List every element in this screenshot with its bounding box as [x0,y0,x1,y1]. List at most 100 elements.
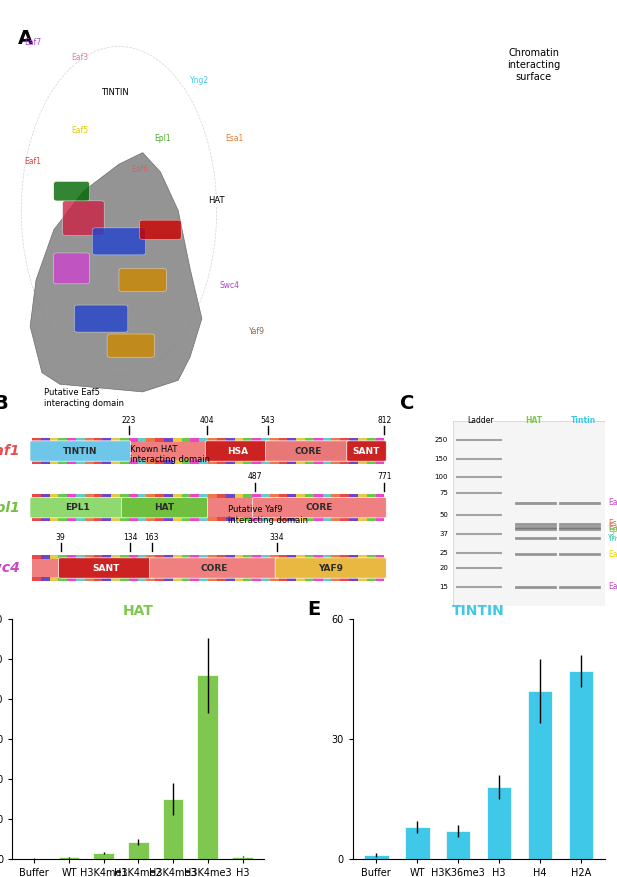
Bar [340,460,349,464]
Text: YAF9: YAF9 [318,564,343,573]
Bar [217,460,226,464]
Bar [323,577,331,581]
Text: 404: 404 [200,416,215,424]
Bar [376,555,384,559]
Text: Eaf5: Eaf5 [72,126,89,135]
Bar [59,438,67,442]
Bar [243,555,252,559]
Text: HAT: HAT [525,416,542,424]
Bar [226,495,234,498]
Text: 250: 250 [435,437,448,443]
Bar [288,577,296,581]
Bar [358,460,366,464]
Text: Eaf7: Eaf7 [608,498,617,507]
Bar [226,577,234,581]
Text: 20: 20 [439,565,448,571]
Bar [252,555,261,559]
Bar [85,577,94,581]
Bar [129,517,138,521]
Bar [323,438,331,442]
Bar [59,577,67,581]
Bar [94,577,102,581]
Bar [120,438,129,442]
FancyBboxPatch shape [59,558,154,578]
Bar [164,495,173,498]
Bar [358,577,366,581]
Bar [323,495,331,498]
Bar [199,517,208,521]
FancyBboxPatch shape [205,441,270,461]
Bar [164,438,173,442]
Bar [191,517,199,521]
Bar [340,577,349,581]
Bar [199,577,208,581]
Bar [67,460,76,464]
Bar [199,438,208,442]
Bar [164,555,173,559]
Text: A: A [19,29,33,48]
Bar [41,495,49,498]
Bar [93,852,114,859]
Bar [305,460,314,464]
FancyBboxPatch shape [122,497,207,517]
Bar [120,495,129,498]
Text: EPL1: EPL1 [65,503,90,512]
Bar [261,517,270,521]
FancyBboxPatch shape [54,182,89,201]
Bar [349,438,358,442]
Bar [111,495,120,498]
Bar [138,577,146,581]
Bar [340,517,349,521]
Title: HAT: HAT [123,604,154,618]
Bar [314,438,323,442]
Bar [349,577,358,581]
Bar [217,517,226,521]
Bar [76,577,85,581]
Bar [32,495,384,521]
Bar [252,495,261,498]
Text: Epl1: Epl1 [0,501,20,515]
Bar [155,577,164,581]
FancyBboxPatch shape [275,558,386,578]
Bar [138,460,146,464]
Bar [102,577,111,581]
Text: Swc4: Swc4 [220,281,239,289]
Text: Eaf3: Eaf3 [72,53,89,62]
Bar [232,857,253,859]
Bar [41,555,49,559]
Bar [111,460,120,464]
Bar [49,438,59,442]
Bar [366,577,376,581]
Bar [76,438,85,442]
Text: 134: 134 [123,532,138,542]
Bar [102,438,111,442]
Bar [226,438,234,442]
Bar [181,495,191,498]
Bar [261,577,270,581]
Text: Tintin: Tintin [571,416,596,424]
Bar [164,460,173,464]
Bar [76,495,85,498]
Bar [199,555,208,559]
Bar [314,555,323,559]
Bar [270,460,279,464]
FancyBboxPatch shape [265,441,350,461]
FancyBboxPatch shape [107,334,154,357]
Bar [314,460,323,464]
Bar [252,517,261,521]
Bar [279,555,288,559]
Bar [331,517,340,521]
Bar [111,577,120,581]
Bar [349,555,358,559]
Bar [226,460,234,464]
Bar [296,577,305,581]
Bar [487,788,511,859]
Bar [197,675,218,859]
Bar [191,460,199,464]
Bar [181,577,191,581]
Bar [155,495,164,498]
Bar [270,555,279,559]
FancyBboxPatch shape [93,228,146,255]
Bar [191,577,199,581]
Bar [32,495,41,498]
